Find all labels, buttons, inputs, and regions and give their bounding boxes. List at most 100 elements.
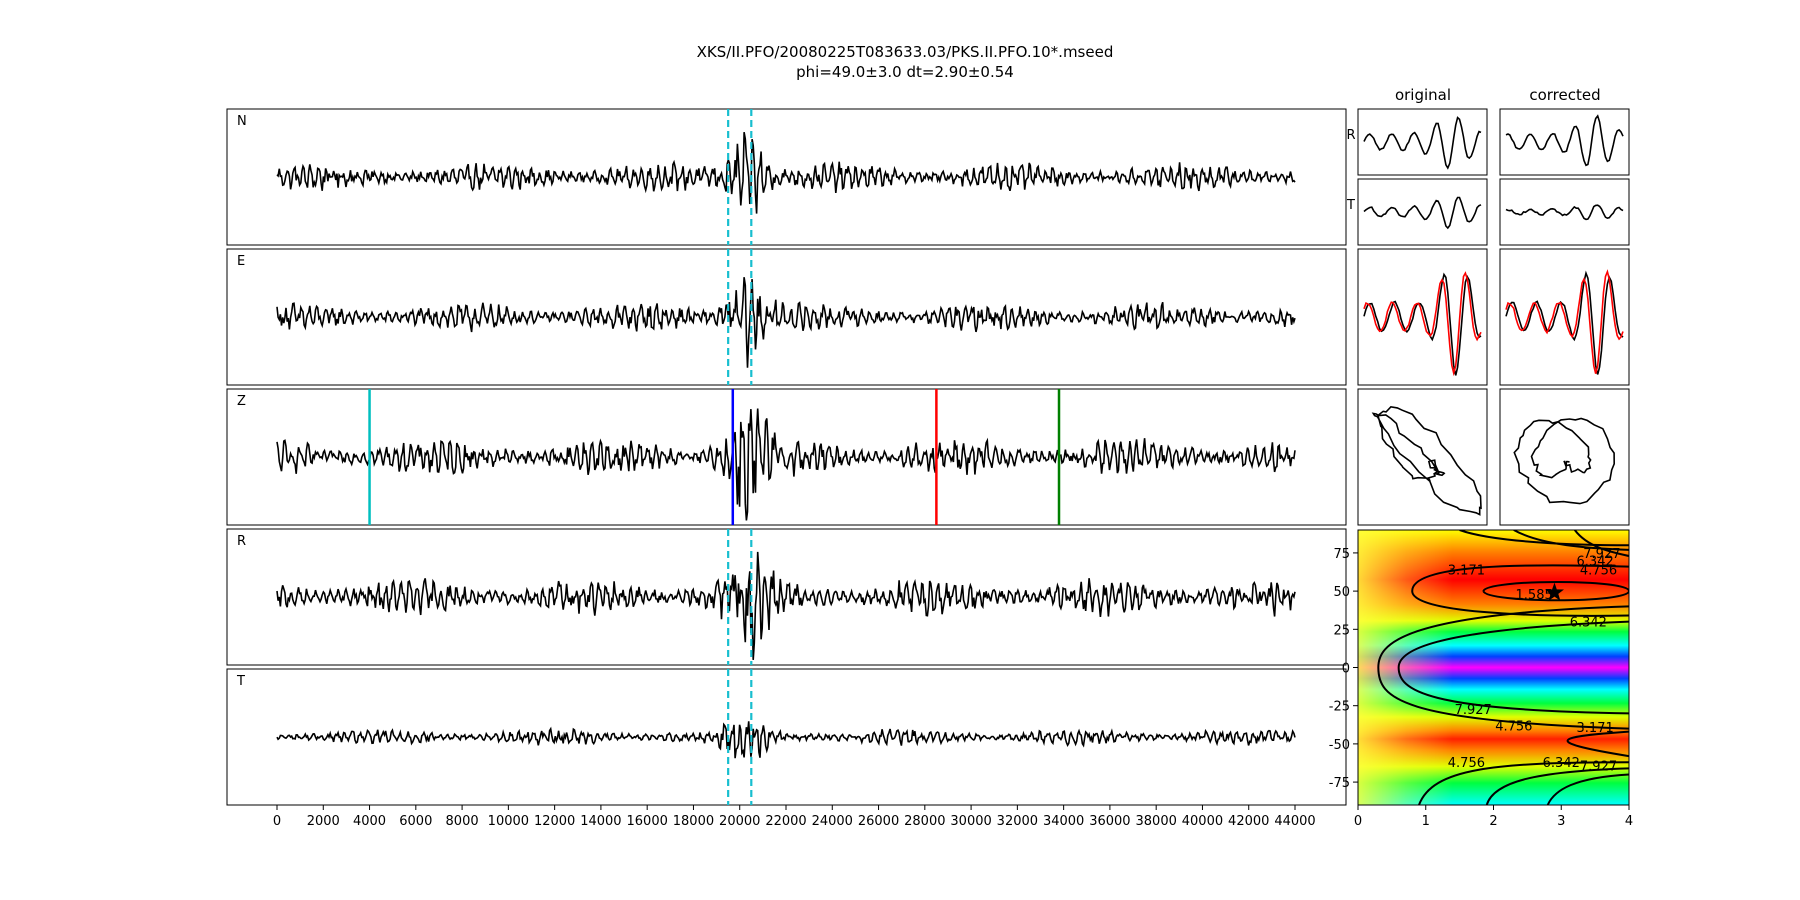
x-tick-label: 34000 xyxy=(1043,814,1084,829)
x-tick-label: 26000 xyxy=(858,814,899,829)
contour-lines xyxy=(1377,530,1629,805)
contour-line xyxy=(1418,761,1629,805)
overlay-waveform-black xyxy=(1505,270,1624,375)
overlay-waveform-red xyxy=(1505,269,1624,374)
contour-label: 7.927 xyxy=(1455,703,1492,718)
surface-x-tick-label: 2 xyxy=(1489,814,1497,829)
column-title-corrected: corrected xyxy=(1529,86,1600,104)
particle-motion-path xyxy=(1513,417,1616,505)
x-tick-label: 44000 xyxy=(1274,814,1315,829)
x-tick-label: 42000 xyxy=(1228,814,1269,829)
original-panel-1 xyxy=(1357,108,1488,176)
corrected-panel-3 xyxy=(1499,248,1630,386)
x-tick-label: 32000 xyxy=(997,814,1038,829)
surface-y-tick-label: -25 xyxy=(1329,700,1350,715)
x-tick-label: 18000 xyxy=(673,814,714,829)
contour-label: 7.927 xyxy=(1583,547,1620,562)
original-panel-3 xyxy=(1357,248,1488,386)
x-tick-label: 38000 xyxy=(1136,814,1177,829)
minimum-star-marker xyxy=(1545,582,1564,601)
surface-y-tick-label: 75 xyxy=(1333,547,1350,562)
column-title-original: original xyxy=(1395,86,1451,104)
surface-y-tick-label: -50 xyxy=(1329,738,1350,753)
error-surface-shading xyxy=(1358,530,1629,805)
contour-line xyxy=(1397,620,1629,715)
component-waveform xyxy=(1363,116,1482,170)
row-label-r: R xyxy=(1346,128,1355,143)
x-tick-label: 22000 xyxy=(765,814,806,829)
error-surface-frame xyxy=(1357,529,1630,806)
surface-y-tick-label: 0 xyxy=(1342,662,1350,677)
x-tick-label: 4000 xyxy=(353,814,386,829)
corrected-panel-4 xyxy=(1499,388,1630,526)
contour-label: 6.342 xyxy=(1570,616,1607,631)
surface-x-tick-label: 0 xyxy=(1354,814,1362,829)
trace-panel-frame xyxy=(226,668,1347,806)
surface-y-tick-label: 25 xyxy=(1333,623,1350,638)
seismogram-panels: N E Z R T xyxy=(226,108,1347,806)
x-tick-label: 2000 xyxy=(307,814,340,829)
figure-subtitle: phi=49.0±3.0 dt=2.90±0.54 xyxy=(796,63,1014,81)
surface-x-tick-label: 3 xyxy=(1557,814,1565,829)
contour-line xyxy=(1546,773,1629,805)
trace-panel-label: T xyxy=(236,674,245,689)
x-tick-label: 30000 xyxy=(950,814,991,829)
original-panel-4 xyxy=(1357,388,1488,526)
small-panel-frame xyxy=(1357,108,1488,176)
component-waveform xyxy=(1505,114,1624,167)
original-panel-2 xyxy=(1357,178,1488,246)
component-waveform xyxy=(1505,204,1624,221)
contour-line xyxy=(1566,730,1629,758)
surface-y-tick-label: -75 xyxy=(1329,776,1350,791)
trace-panel-n: N xyxy=(226,108,1347,246)
small-panel-frame xyxy=(1357,388,1488,526)
row-label-t: T xyxy=(1346,198,1355,213)
surface-x-tick-label: 4 xyxy=(1625,814,1633,829)
corrected-panel-2 xyxy=(1499,178,1630,246)
trace-panel-r: R xyxy=(226,528,1347,666)
x-tick-label: 8000 xyxy=(446,814,479,829)
contour-label: 6.342 xyxy=(1543,756,1580,771)
trace-panel-label: R xyxy=(237,534,246,549)
particle-motion-path xyxy=(1371,405,1482,516)
contour-label: 1.585 xyxy=(1516,588,1553,603)
contour-label: 4.756 xyxy=(1448,756,1485,771)
contour-label: 7.927 xyxy=(1580,759,1617,774)
trace-panel-z: Z xyxy=(226,388,1347,526)
x-tick-label: 24000 xyxy=(812,814,853,829)
trace-panel-t: T xyxy=(226,668,1347,806)
component-waveform xyxy=(1363,196,1482,230)
overlay-waveform-red xyxy=(1363,271,1482,377)
trace-panel-e: E xyxy=(226,248,1347,386)
trace-panel-frame xyxy=(226,108,1347,246)
contour-label: 4.756 xyxy=(1580,564,1617,579)
contour-label: 3.171 xyxy=(1577,721,1614,736)
contour-line xyxy=(1482,580,1629,602)
x-tick-label: 40000 xyxy=(1182,814,1223,829)
x-tick-label: 36000 xyxy=(1089,814,1130,829)
x-tick-label: 0 xyxy=(273,814,281,829)
trace-waveform xyxy=(276,277,1296,368)
trace-panel-label: N xyxy=(237,114,247,129)
contour-line xyxy=(1485,767,1629,805)
x-tick-label: 6000 xyxy=(399,814,432,829)
small-panel-frame xyxy=(1499,178,1630,246)
small-panel-frame xyxy=(1357,178,1488,246)
contour-line xyxy=(1459,530,1629,547)
trace-waveform xyxy=(276,132,1296,214)
contour-line xyxy=(1377,605,1629,730)
particle-motion-panels: R T xyxy=(1346,108,1630,526)
contour-line xyxy=(1411,564,1629,617)
x-tick-label: 16000 xyxy=(627,814,668,829)
contour-label: 4.756 xyxy=(1495,720,1532,735)
surface-x-tick-label: 1 xyxy=(1422,814,1430,829)
trace-waveform xyxy=(276,551,1296,660)
time-axis: 0 2000 4000 6000 8000 10000 12000 14000 16000 180… xyxy=(273,805,1316,829)
x-tick-label: 14000 xyxy=(580,814,621,829)
surface-y-tick-label: 50 xyxy=(1333,585,1350,600)
small-panel-frame xyxy=(1499,388,1630,526)
contour-label: 3.171 xyxy=(1448,564,1485,579)
